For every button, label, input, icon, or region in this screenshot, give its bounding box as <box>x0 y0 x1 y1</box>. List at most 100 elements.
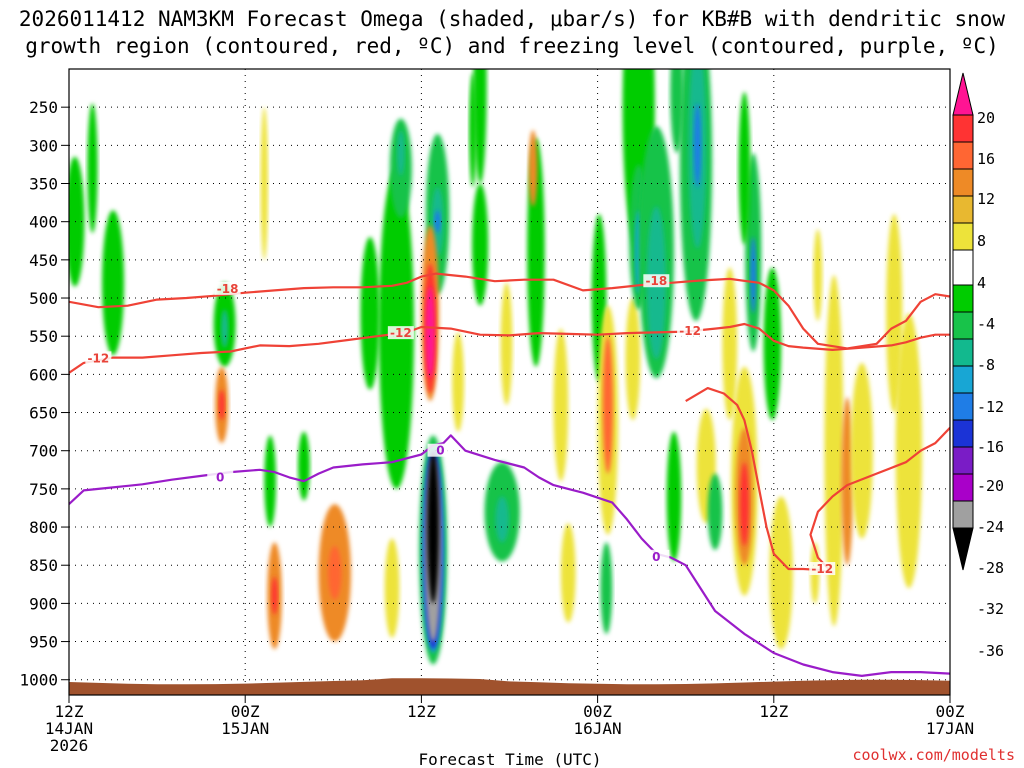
omega-cell <box>220 309 229 348</box>
colorbar-label: -16 <box>977 438 1004 456</box>
colorbar-label: 4 <box>977 274 986 292</box>
contour-lines: -18 -18 -12 -12 -12 -12 0 0 0 <box>69 272 950 677</box>
colorbar-label: -36 <box>977 642 1004 660</box>
x-tick-label: 16JAN <box>574 719 622 738</box>
omega-cell <box>693 103 702 188</box>
omega-cell <box>87 103 98 234</box>
freezing-level-contour-label: 0 <box>216 470 224 484</box>
omega-cell <box>763 267 782 421</box>
freezing-level-contour-label-bg <box>643 549 670 563</box>
y-tick-label: 750 <box>29 480 58 499</box>
omega-cell <box>740 462 749 547</box>
colorbar-label: 8 <box>977 232 986 250</box>
dgz-contour-label-bg <box>85 351 112 365</box>
omega-cell <box>260 107 268 260</box>
terrain-fill <box>69 678 950 695</box>
chart-title-line-2: growth region (contoured, red, ºC) and f… <box>25 34 999 58</box>
omega-cell <box>666 431 682 562</box>
colorbar-swatch <box>952 222 974 251</box>
dgz-contour-label: -12 <box>811 562 833 576</box>
omega-cell <box>769 496 793 650</box>
y-tick-label: 950 <box>29 633 58 652</box>
y-tick-label: 350 <box>29 175 58 194</box>
omega-cell <box>469 72 477 188</box>
dgz-contour-label: -12 <box>390 326 412 340</box>
y-tick-label: 600 <box>29 365 58 384</box>
colorbar-swatch <box>952 141 974 170</box>
omega-cell <box>824 275 844 627</box>
omega-cell <box>495 496 509 543</box>
omega-cell <box>750 236 757 314</box>
pressure-axis: 250 300 350 400 450 500 550 600 650 700 750 800 850 9… <box>19 98 69 690</box>
dgz-contour-label: -18 <box>217 282 239 296</box>
omega-cell <box>841 397 854 566</box>
omega-cell <box>707 473 723 550</box>
omega-cell <box>500 282 513 405</box>
x-tick-label: 12Z <box>55 702 84 721</box>
dgz-contour-label: -12 <box>88 351 110 365</box>
freezing-level-contour-label: 0 <box>652 550 660 564</box>
omega-cell <box>553 328 569 482</box>
omega-cell <box>473 69 487 184</box>
omega-cell <box>452 332 464 432</box>
omega-cell <box>425 286 435 379</box>
y-tick-label: 700 <box>29 442 58 461</box>
colorbar-label: -24 <box>977 518 1004 536</box>
x-axis-label: Forecast Time (UTC) <box>418 750 601 768</box>
colorbar-swatch <box>952 311 974 340</box>
colorbar-swatch <box>952 338 974 367</box>
y-tick-label: 900 <box>29 594 58 613</box>
omega-cell <box>102 210 125 356</box>
omega-cell <box>600 542 613 634</box>
grid-lines <box>69 69 950 695</box>
y-tick-label: 800 <box>29 518 58 537</box>
colorbar-top-arrow <box>952 72 974 116</box>
colorbar-swatch <box>952 473 974 502</box>
freezing-level-contour-label-bg <box>427 443 454 457</box>
freezing-level-contour-label: 0 <box>436 444 444 458</box>
omega-cell <box>722 267 738 421</box>
colorbar-label: -8 <box>977 356 995 374</box>
colorbar-label: 20 <box>977 109 995 127</box>
x-tick-label: 2026 <box>50 736 89 755</box>
plot-frame <box>68 68 951 696</box>
colorbar-bottom-arrow <box>952 527 974 571</box>
y-tick-label: 300 <box>29 136 58 155</box>
omega-shading <box>69 69 923 665</box>
colorbar-swatch <box>952 446 974 475</box>
x-tick-label: 17JAN <box>926 719 974 738</box>
omega-cell <box>670 69 684 153</box>
colorbar-label: -12 <box>977 398 1004 416</box>
omega-cell <box>813 229 823 321</box>
freezing-level-contour-label-bg <box>207 470 234 484</box>
omega-cell <box>528 130 538 207</box>
omega-cell <box>625 298 641 421</box>
omega-cell <box>360 236 380 390</box>
colorbar-swatch <box>952 419 974 448</box>
colorbar-label: -4 <box>977 315 995 333</box>
dgz-contour-label-bg <box>214 281 241 295</box>
colorbar-label: -32 <box>977 600 1004 618</box>
x-tick-label: 12Z <box>407 702 436 721</box>
x-tick-label: 14JAN <box>45 719 93 738</box>
omega-cell <box>218 389 225 421</box>
dgz-contour-label: -18 <box>645 274 667 288</box>
omega-cell <box>298 431 310 501</box>
y-tick-label: 450 <box>29 251 58 270</box>
x-tick-label: 00Z <box>583 702 612 721</box>
dgz-contour <box>69 322 950 374</box>
dgz-contour-label-bg <box>677 323 704 337</box>
colorbar-swatch <box>952 195 974 224</box>
omega-cell <box>738 91 751 245</box>
colorbar-swatch <box>952 392 974 421</box>
colorbar-label: 12 <box>977 190 995 208</box>
x-tick-label: 00Z <box>231 702 260 721</box>
y-tick-label: 250 <box>29 98 58 117</box>
omega-cell <box>895 313 923 589</box>
colorbar-swatch <box>952 168 974 197</box>
y-tick-label: 500 <box>29 289 58 308</box>
colorbar-label: -28 <box>977 559 1004 577</box>
dgz-contour-label-bg <box>643 274 670 288</box>
omega-cell <box>271 576 278 615</box>
omega-cell <box>434 210 441 234</box>
